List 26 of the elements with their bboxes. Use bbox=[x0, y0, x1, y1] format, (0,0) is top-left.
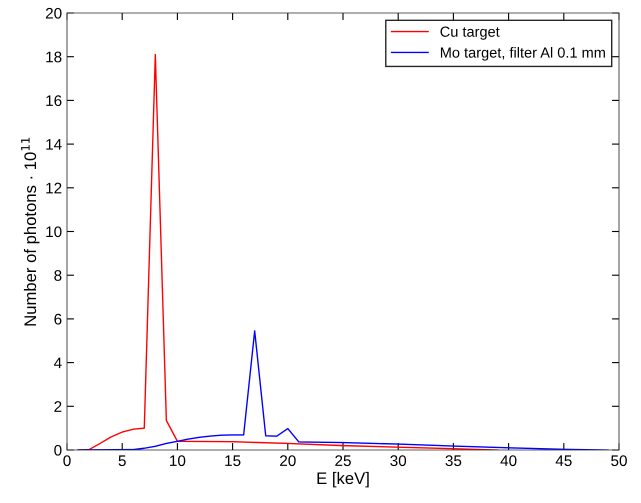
y-tick-label: 0 bbox=[54, 444, 62, 456]
y-tick-label: 10 bbox=[46, 226, 62, 238]
y-tick-label: 16 bbox=[46, 95, 62, 106]
x-tick-label: 10 bbox=[170, 455, 186, 466]
x-tick-label: 45 bbox=[556, 455, 572, 466]
x-tick-label: 30 bbox=[390, 455, 406, 466]
legend-label: Mo target, filter Al 0.1 mm bbox=[440, 47, 605, 61]
y-tick-label: 8 bbox=[54, 270, 62, 281]
y-tick-label: 2 bbox=[54, 401, 62, 412]
legend-label: Cu target bbox=[440, 26, 500, 40]
y-tick-label: 4 bbox=[54, 358, 62, 368]
x-tick-label: 5 bbox=[118, 455, 126, 466]
y-axis-title: Number of photons · 10$^{11}$ bbox=[21, 138, 40, 326]
x-axis-title: E [keV] bbox=[318, 472, 369, 488]
y-tick-label: 20 bbox=[46, 8, 62, 19]
x-tick-label: 25 bbox=[335, 455, 351, 466]
x-tick-label: 40 bbox=[500, 455, 516, 466]
y-tick-label: 18 bbox=[46, 52, 62, 62]
x-tick-label: 50 bbox=[611, 455, 627, 466]
x-tick-label: 15 bbox=[225, 455, 240, 466]
x-tick-label: 35 bbox=[445, 455, 462, 466]
y-tick-label: 12 bbox=[46, 182, 62, 194]
x-tick-label: 0 bbox=[63, 455, 71, 466]
y-tick-label: 14 bbox=[46, 139, 62, 150]
y-tick-label: 6 bbox=[54, 314, 62, 325]
x-tick-label: 20 bbox=[280, 455, 296, 466]
